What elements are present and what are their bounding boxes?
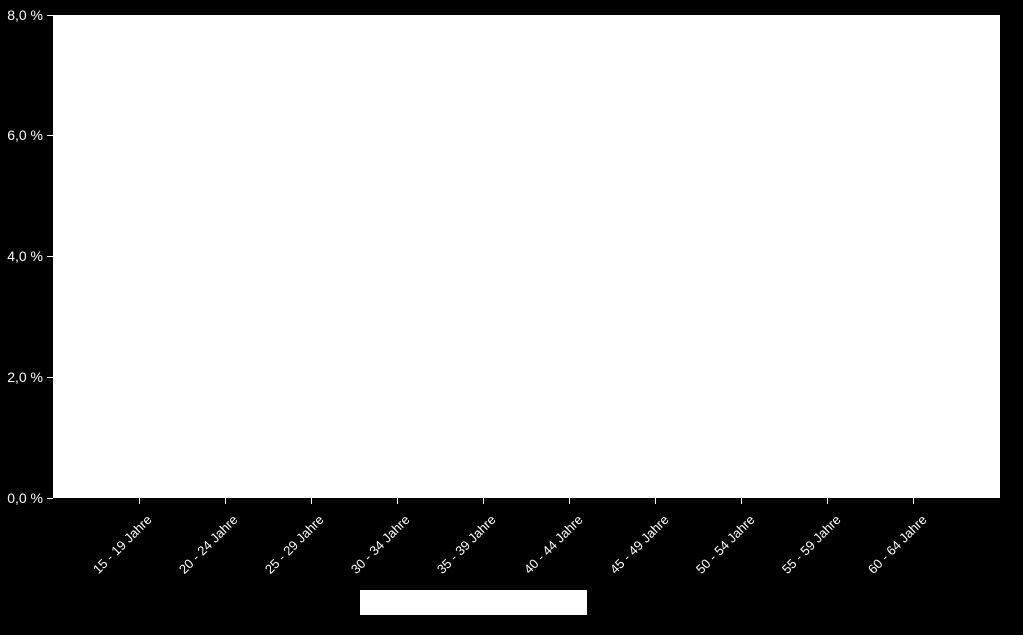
ytick-label-0: 0,0 % (0, 490, 43, 506)
ytick-label-4: 8,0 % (0, 7, 43, 23)
legend (359, 589, 588, 616)
ytick-label-3: 6,0 % (0, 127, 43, 143)
ytick-label-2: 4,0 % (0, 248, 43, 264)
ytick-label-1: 2,0 % (0, 369, 43, 385)
plot-area (53, 15, 1000, 498)
